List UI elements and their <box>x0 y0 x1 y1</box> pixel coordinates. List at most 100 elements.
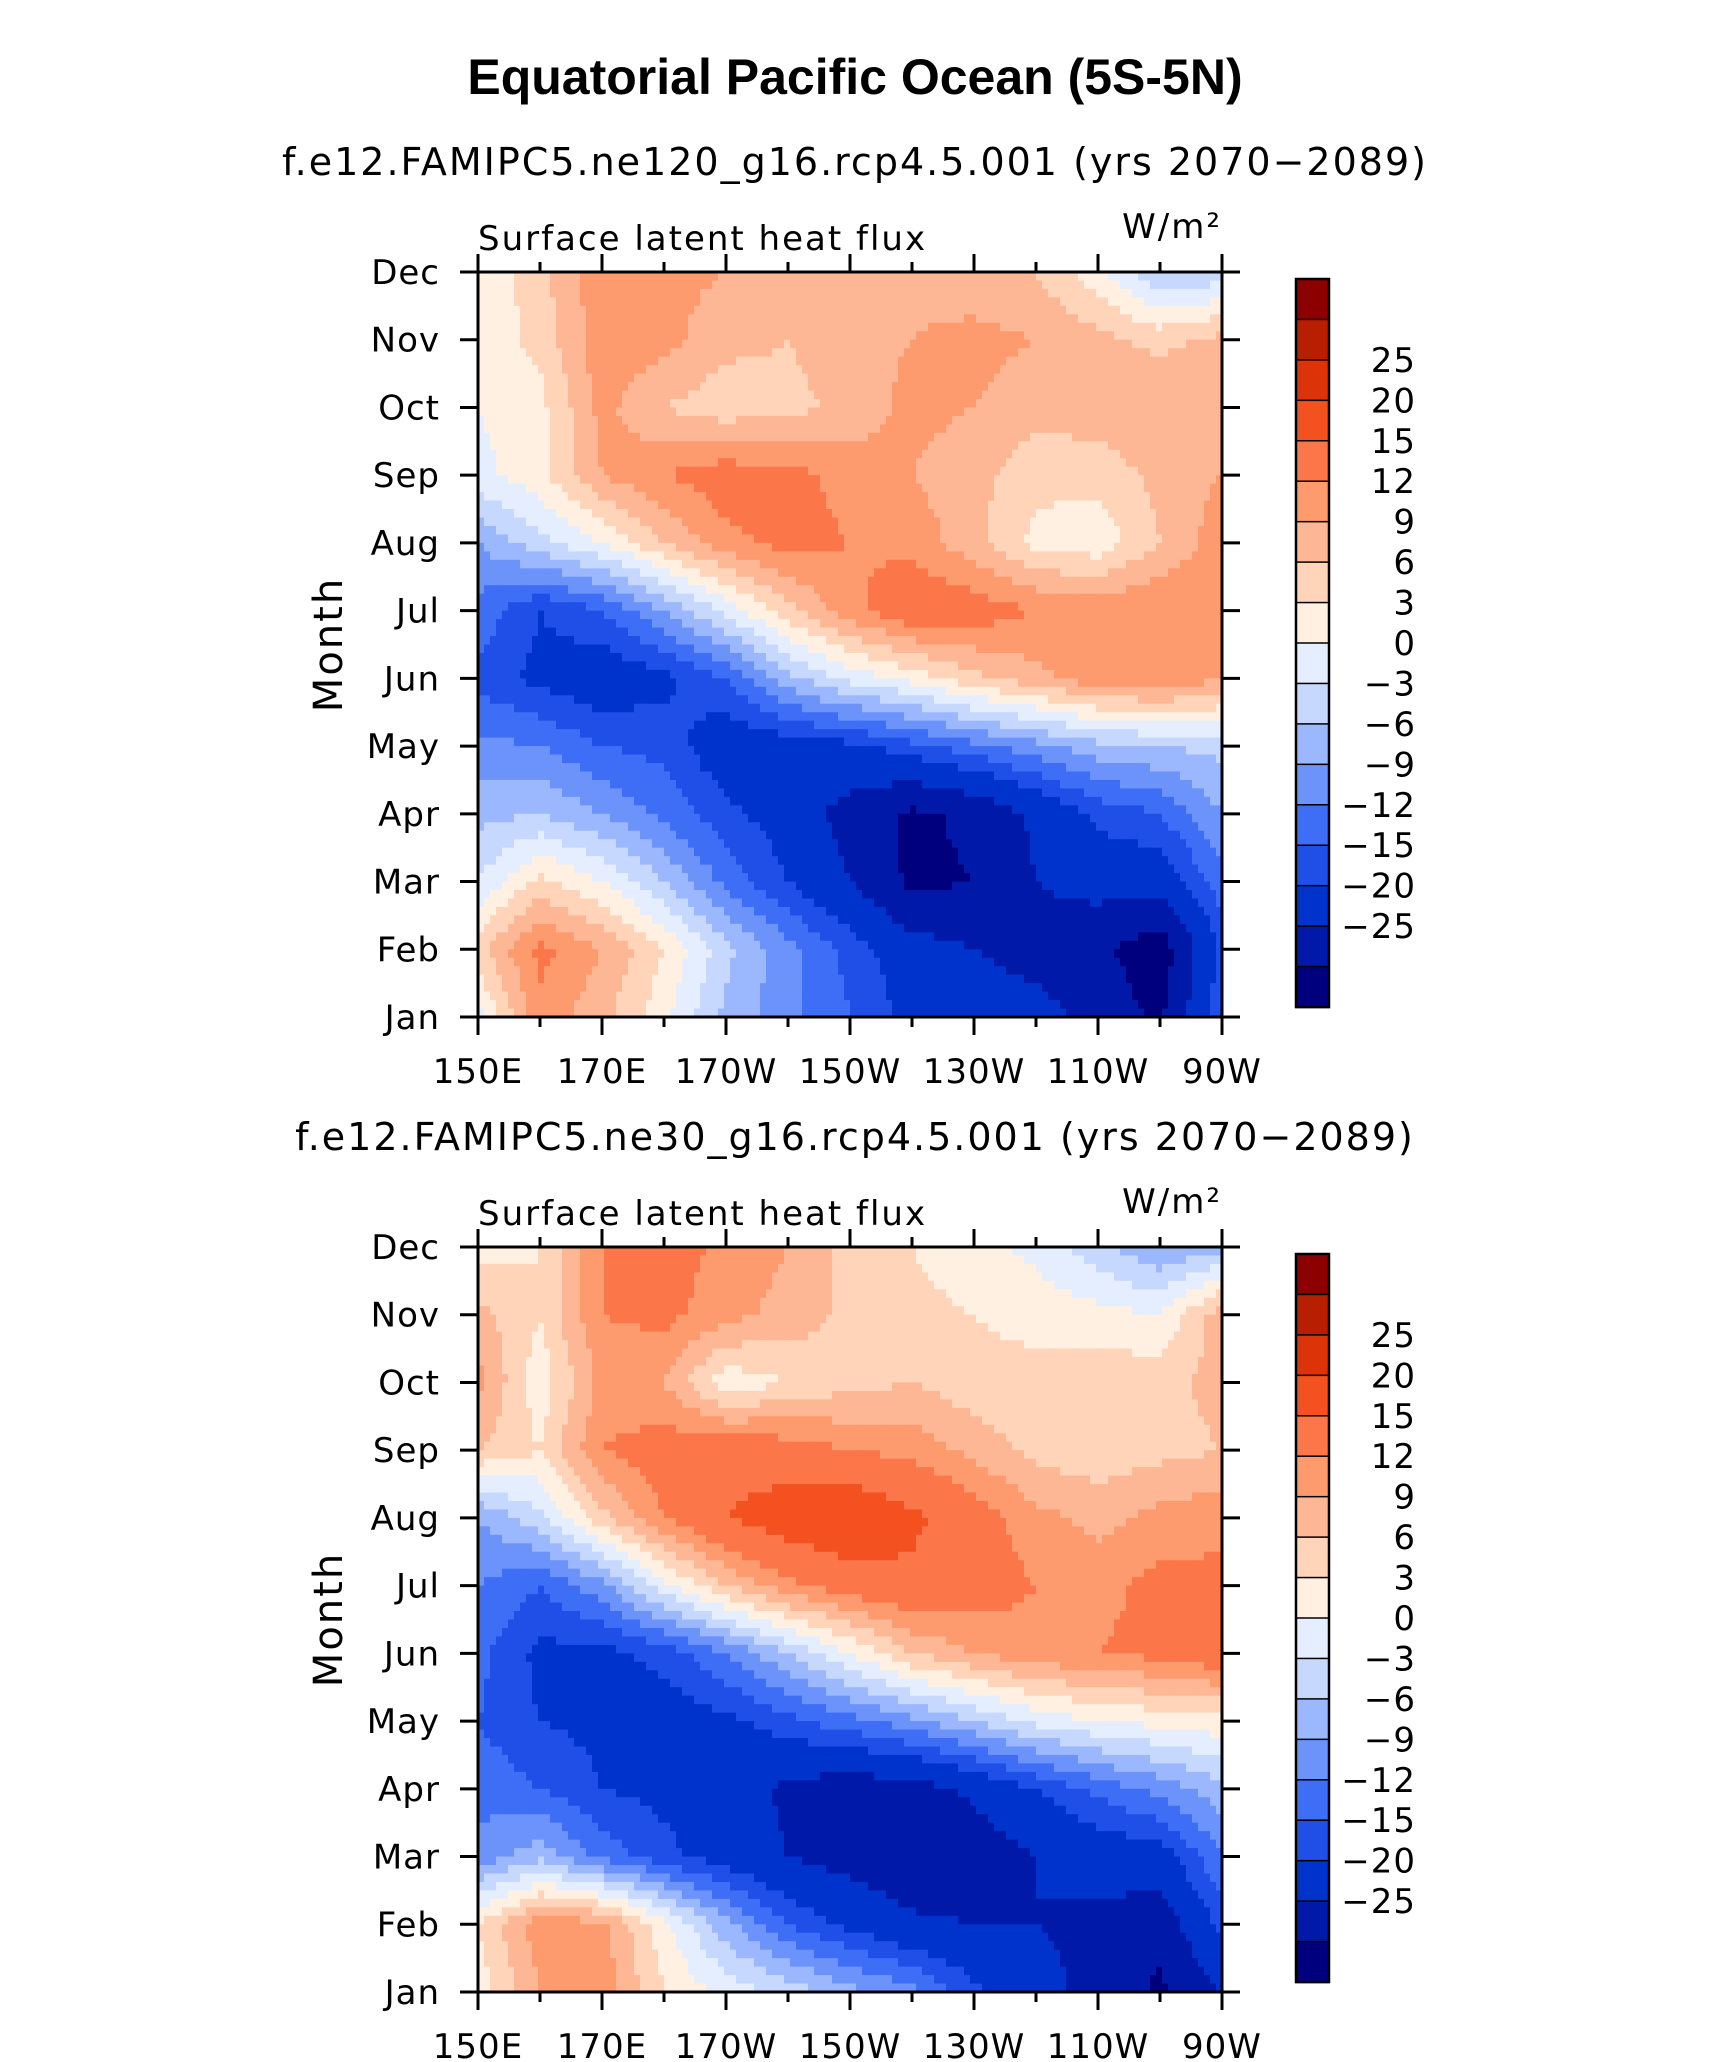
heatmap-cell <box>982 551 989 561</box>
heatmap-cell <box>892 348 899 358</box>
heatmap-cell <box>1120 288 1127 298</box>
heatmap-cell <box>856 339 863 349</box>
heatmap-cell <box>982 280 989 290</box>
heatmap-cell <box>628 382 635 392</box>
heatmap-cell <box>982 466 989 476</box>
heatmap-cell <box>856 331 863 341</box>
heatmap-cell <box>1180 517 1187 527</box>
heatmap-cell <box>874 272 881 282</box>
heatmap-cell <box>514 432 521 442</box>
heatmap-cell <box>1072 475 1079 485</box>
heatmap-cell <box>1126 415 1133 425</box>
heatmap-cell <box>940 432 947 442</box>
heatmap-cell <box>976 593 983 603</box>
heatmap-cell <box>1216 424 1223 434</box>
heatmap-cell <box>1156 339 1163 349</box>
heatmap-cell <box>610 483 617 493</box>
heatmap-cell <box>970 432 977 442</box>
heatmap-cell <box>1108 424 1115 434</box>
heatmap-cell <box>1096 314 1103 324</box>
heatmap-cell <box>1066 339 1073 349</box>
heatmap-cell <box>556 534 563 544</box>
heatmap-cell <box>1132 424 1139 434</box>
heatmap-cell <box>952 593 959 603</box>
heatmap-cell <box>532 602 539 612</box>
heatmap-cell <box>982 356 989 366</box>
heatmap-cell <box>802 356 809 366</box>
heatmap-cell <box>700 466 707 476</box>
heatmap-cell <box>970 390 977 400</box>
heatmap-cell <box>610 559 617 569</box>
heatmap-cell <box>604 348 611 358</box>
heatmap-cell <box>604 585 611 595</box>
heatmap-cell <box>1042 483 1049 493</box>
heatmap-cell <box>868 390 875 400</box>
heatmap-cell <box>1102 314 1109 324</box>
heatmap-cell <box>694 373 701 383</box>
heatmap-cell <box>712 280 719 290</box>
heatmap-cell <box>760 458 767 468</box>
heatmap-cell <box>790 483 797 493</box>
heatmap-cell <box>1024 475 1031 485</box>
heatmap-cell <box>988 373 995 383</box>
heatmap-cell <box>784 593 791 603</box>
heatmap-cell <box>1204 348 1211 358</box>
heatmap-cell <box>988 356 995 366</box>
heatmap-cell <box>844 339 851 349</box>
heatmap-cell <box>796 365 803 375</box>
heatmap-cell <box>508 525 515 536</box>
heatmap-cell <box>676 475 683 485</box>
heatmap-cell <box>982 424 989 434</box>
heatmap-cell <box>946 407 953 417</box>
heatmap-cell <box>664 373 671 383</box>
heatmap-cell <box>718 441 725 451</box>
heatmap-cell <box>826 525 833 536</box>
heatmap-cell <box>1030 585 1037 595</box>
heatmap-cell <box>562 585 569 595</box>
heatmap-cell <box>838 559 845 569</box>
heatmap-cell <box>964 593 971 603</box>
heatmap-cell <box>886 509 893 519</box>
heatmap-cell <box>1048 339 1055 349</box>
heatmap-cell <box>910 525 917 536</box>
heatmap-cell <box>1096 500 1103 510</box>
heatmap-cell <box>640 280 647 290</box>
heatmap-cell <box>778 551 785 561</box>
heatmap-cell <box>1000 500 1007 510</box>
heatmap-cell <box>484 559 491 569</box>
heatmap-cell <box>694 483 701 493</box>
heatmap-cell <box>532 585 539 595</box>
heatmap-cell <box>934 331 941 341</box>
heatmap-cell <box>562 500 569 510</box>
heatmap-cell <box>1168 432 1175 442</box>
heatmap-cell <box>616 466 623 476</box>
heatmap-cell <box>1096 398 1103 409</box>
heatmap-cell <box>1084 305 1091 315</box>
heatmap-cell <box>796 568 803 578</box>
heatmap-cell <box>820 272 827 282</box>
heatmap-cell <box>538 272 545 282</box>
heatmap-cell <box>940 475 947 485</box>
heatmap-cell <box>976 280 983 290</box>
heatmap-cell <box>514 551 521 561</box>
heatmap-cell <box>1126 559 1133 569</box>
heatmap-cell <box>904 356 911 366</box>
heatmap-cell <box>652 432 659 442</box>
heatmap-cell <box>862 356 869 366</box>
heatmap-cell <box>784 407 791 417</box>
heatmap-cell <box>508 339 515 349</box>
heatmap-cell <box>814 568 821 578</box>
heatmap-cell <box>1030 288 1037 298</box>
heatmap-cell <box>886 534 893 544</box>
heatmap-cell <box>880 492 887 502</box>
heatmap-cell <box>730 390 737 400</box>
heatmap-cell <box>1090 331 1097 341</box>
heatmap-cell <box>874 492 881 502</box>
heatmap-cell <box>904 272 911 282</box>
heatmap-cell <box>892 534 899 544</box>
heatmap-cell <box>730 475 737 485</box>
heatmap-cell <box>1156 407 1163 417</box>
heatmap-cell <box>778 339 785 349</box>
heatmap-cell <box>742 356 749 366</box>
heatmap-cell <box>778 398 785 409</box>
